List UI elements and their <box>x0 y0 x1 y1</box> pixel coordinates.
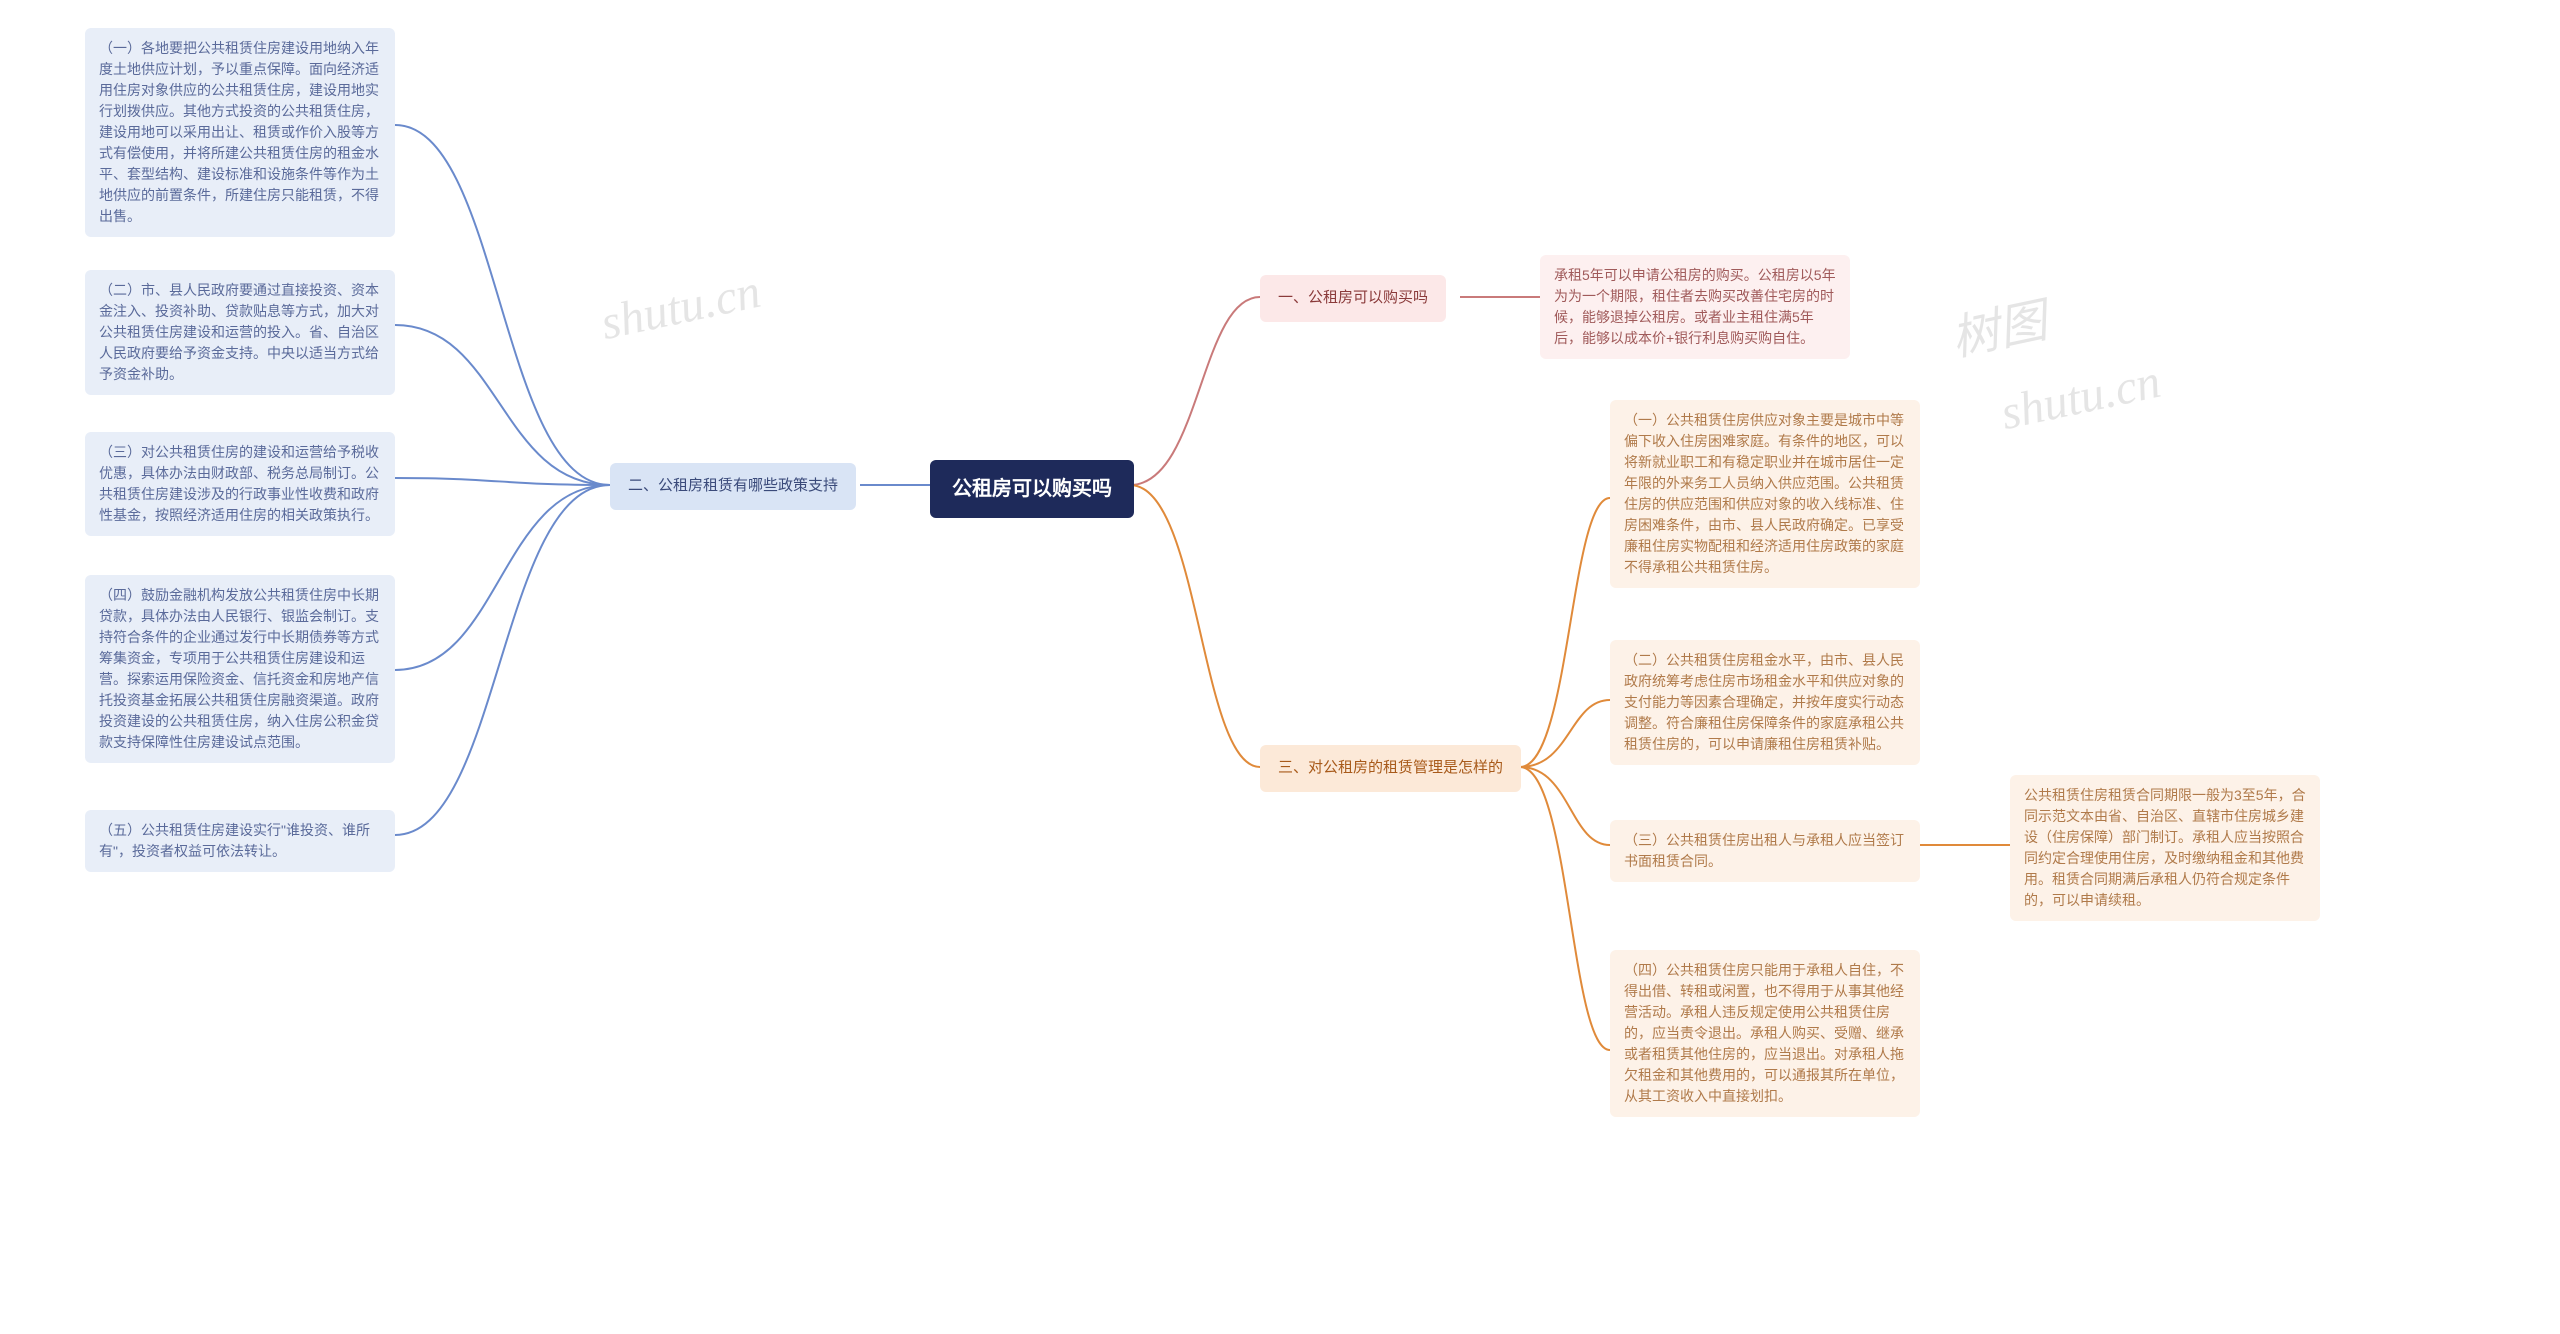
leaf-b2-2[interactable]: （二）市、县人民政府要通过直接投资、资本金注入、投资补助、贷款贴息等方式，加大对… <box>85 270 395 395</box>
leaf-b2-1[interactable]: （一）各地要把公共租赁住房建设用地纳入年度土地供应计划，予以重点保障。面向经济适… <box>85 28 395 237</box>
leaf-b3-1[interactable]: （一）公共租赁住房供应对象主要是城市中等偏下收入住房困难家庭。有条件的地区，可以… <box>1610 400 1920 588</box>
leaf-b2-4[interactable]: （四）鼓励金融机构发放公共租赁住房中长期贷款，具体办法由人民银行、银监会制订。支… <box>85 575 395 763</box>
root-node[interactable]: 公租房可以购买吗 <box>930 460 1134 518</box>
watermark-text: 树图 <box>1944 281 2052 369</box>
branch-1[interactable]: 一、公租房可以购买吗 <box>1260 275 1446 322</box>
watermark-text: shutu.cn <box>596 264 765 351</box>
branch-3[interactable]: 三、对公租房的租赁管理是怎样的 <box>1260 745 1521 792</box>
leaf-b2-3[interactable]: （三）对公共租赁住房的建设和运营给予税收优惠，具体办法由财政部、税务总局制订。公… <box>85 432 395 536</box>
leaf-b3-4[interactable]: （四）公共租赁住房只能用于承租人自住，不得出借、转租或闲置，也不得用于从事其他经… <box>1610 950 1920 1117</box>
branch-2[interactable]: 二、公租房租赁有哪些政策支持 <box>610 463 856 510</box>
leaf-b1-1[interactable]: 承租5年可以申请公租房的购买。公租房以5年为为一个期限，租住者去购买改善住宅房的… <box>1540 255 1850 359</box>
leaf-b3-2[interactable]: （二）公共租赁住房租金水平，由市、县人民政府统筹考虑住房市场租金水平和供应对象的… <box>1610 640 1920 765</box>
leaf-b2-5[interactable]: （五）公共租赁住房建设实行"谁投资、谁所有"，投资者权益可依法转让。 <box>85 810 395 872</box>
watermark-text: shutu.cn <box>1996 354 2165 441</box>
leaf-b3-3[interactable]: （三）公共租赁住房出租人与承租人应当签订书面租赁合同。 <box>1610 820 1920 882</box>
leaf-b3-3b[interactable]: 公共租赁住房租赁合同期限一般为3至5年，合同示范文本由省、自治区、直辖市住房城乡… <box>2010 775 2320 921</box>
